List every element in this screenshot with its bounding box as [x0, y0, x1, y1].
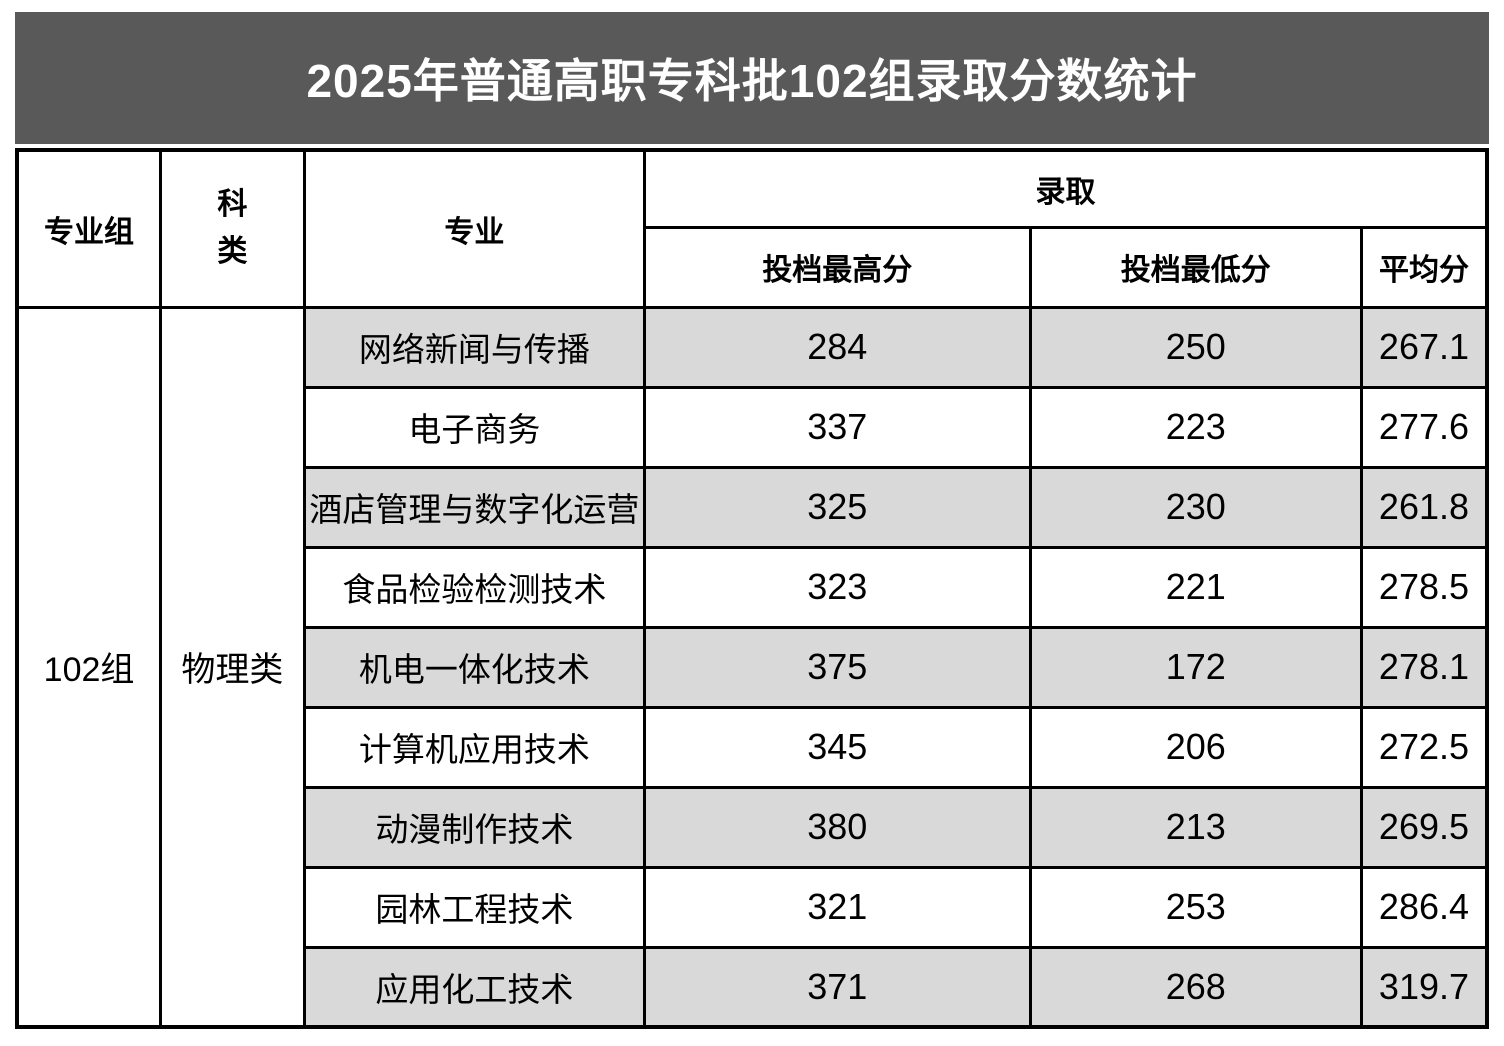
page-title: 2025年普通高职专科批102组录取分数统计	[306, 55, 1198, 107]
cell-min-score: 268	[1028, 945, 1363, 1029]
header-avg-score-label: 平均分	[1378, 254, 1469, 287]
header-row-sub: 投档最高分 投档最低分 平均分	[17, 225, 1489, 309]
cell-avg-score: 278.1	[1359, 625, 1489, 709]
header-max-score: 投档最高分	[643, 225, 1032, 309]
header-row-top: 专业组 科类 专业 录取	[15, 148, 1489, 309]
header-major-group: 专业组	[15, 148, 163, 309]
cell-group-value: 102组	[15, 305, 163, 1029]
cell-max-score: 323	[643, 545, 1032, 629]
header-min-score: 投档最低分	[1028, 225, 1363, 309]
cell-min-score: 250	[1028, 305, 1363, 389]
cell-max-score: 284	[643, 305, 1032, 389]
cell-min-score: 206	[1028, 705, 1363, 789]
cell-min-score: 172	[1028, 625, 1363, 709]
cell-category-value: 物理类	[159, 305, 306, 1029]
table-row: 102组 物理类 网络新闻与传播 284 250 267.1	[15, 305, 1489, 1029]
cell-min-score: 223	[1028, 385, 1363, 469]
cell-avg-score: 278.5	[1359, 545, 1489, 629]
cell-max-score: 375	[643, 625, 1032, 709]
title-banner: 2025年普通高职专科批102组录取分数统计	[15, 12, 1489, 144]
table-header: 专业组 科类 专业 录取 投档最高分 投档最低分	[15, 148, 1489, 309]
cell-major: 计算机应用技术	[302, 705, 647, 789]
cell-min-score: 213	[1028, 785, 1363, 869]
cell-max-score: 325	[643, 465, 1032, 549]
cell-max-score: 321	[643, 865, 1032, 949]
cell-major: 电子商务	[302, 385, 647, 469]
cell-major: 机电一体化技术	[302, 625, 647, 709]
table-row: 应用化工技术 371 268 319.7	[17, 945, 1489, 1029]
cell-major: 园林工程技术	[302, 865, 647, 949]
table-row: 电子商务 337 223 277.6	[17, 385, 1489, 469]
cell-avg-score: 286.4	[1359, 865, 1489, 949]
table-row: 机电一体化技术 375 172 278.1	[17, 625, 1489, 709]
header-subject-category-label: 科类	[217, 188, 248, 268]
cell-max-score: 345	[643, 705, 1032, 789]
cell-min-score: 221	[1028, 545, 1363, 629]
cell-avg-score: 267.1	[1359, 305, 1489, 389]
cell-major: 食品检验检测技术	[302, 545, 647, 629]
header-admission-label: 录取	[1035, 175, 1096, 209]
header-admission: 录取	[643, 148, 1489, 229]
admission-score-table: 专业组 科类 专业 录取 投档最高分 投档最低分	[15, 148, 1489, 1029]
table-row: 计算机应用技术 345 206 272.5	[17, 705, 1489, 789]
cell-max-score: 371	[643, 945, 1032, 1029]
cell-max-score: 380	[643, 785, 1032, 869]
header-max-score-label: 投档最高分	[762, 254, 913, 287]
cell-avg-score: 261.8	[1359, 465, 1489, 549]
header-major-label: 专业	[444, 215, 505, 249]
header-avg-score: 平均分	[1359, 225, 1489, 309]
header-subject-category: 科类	[159, 148, 306, 309]
table-row: 动漫制作技术 380 213 269.5	[17, 785, 1489, 869]
cell-major: 动漫制作技术	[302, 785, 647, 869]
cell-avg-score: 269.5	[1359, 785, 1489, 869]
table-body: 102组 物理类 网络新闻与传播 284 250 267.1 电子商务 337 …	[15, 305, 1489, 1029]
cell-min-score: 230	[1028, 465, 1363, 549]
table-row: 园林工程技术 321 253 286.4	[17, 865, 1489, 949]
cell-avg-score: 272.5	[1359, 705, 1489, 789]
cell-major: 网络新闻与传播	[302, 305, 647, 389]
table-row: 食品检验检测技术 323 221 278.5	[17, 545, 1489, 629]
cell-major: 应用化工技术	[302, 945, 647, 1029]
cell-avg-score: 277.6	[1359, 385, 1489, 469]
header-major: 专业	[302, 148, 647, 309]
cell-major: 酒店管理与数字化运营	[302, 465, 647, 549]
cell-min-score: 253	[1028, 865, 1363, 949]
header-major-group-label: 专业组	[44, 215, 135, 249]
table-row: 酒店管理与数字化运营 325 230 261.8	[17, 465, 1489, 549]
cell-max-score: 337	[643, 385, 1032, 469]
header-min-score-label: 投档最低分	[1120, 254, 1271, 287]
cell-avg-score: 319.7	[1359, 945, 1489, 1029]
